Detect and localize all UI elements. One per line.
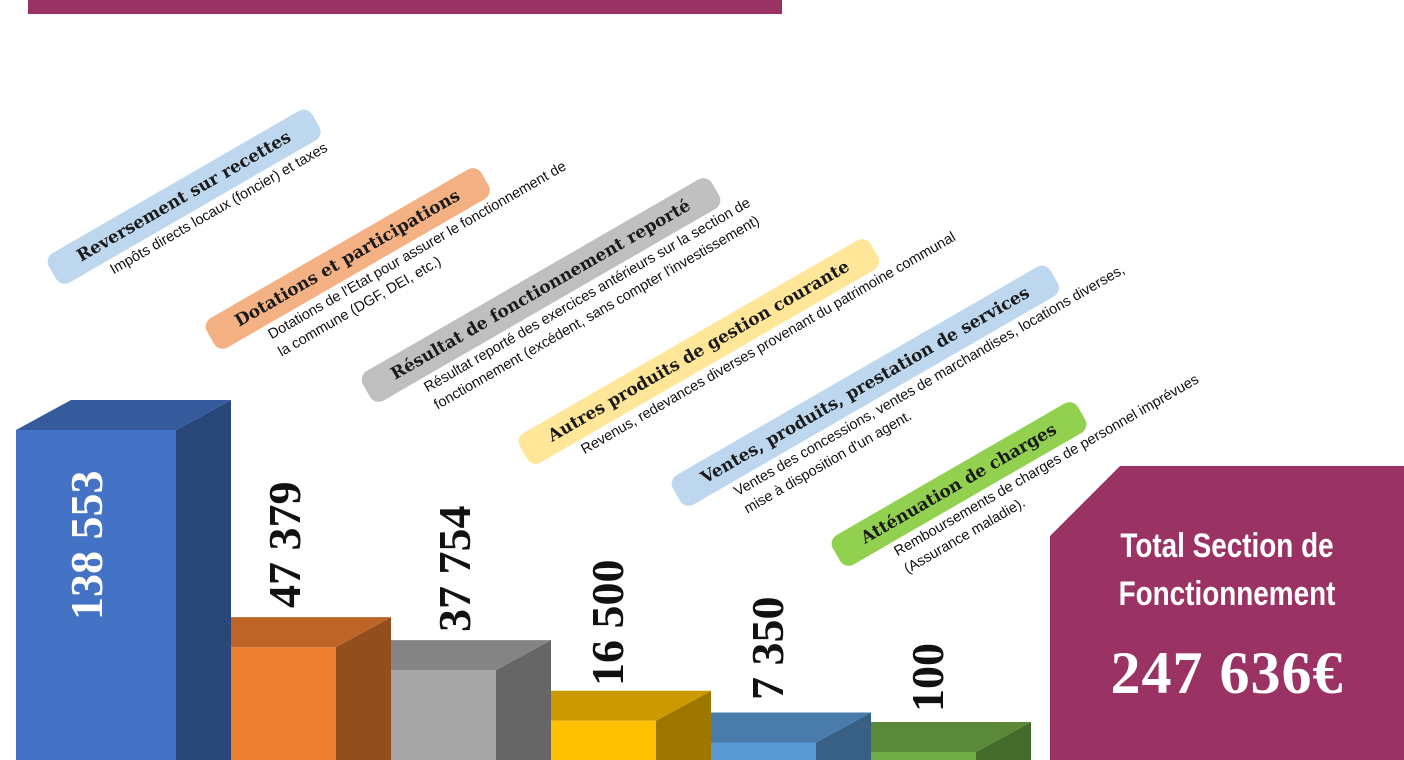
value-label-3: 37 754 (429, 505, 480, 633)
bar-side-5 (816, 712, 871, 760)
total-label: Total Section de Fonctionnement (1082, 522, 1372, 619)
value-label-1: 138 553 (61, 470, 112, 621)
bar-1 (16, 430, 176, 760)
total-box: Total Section de Fonctionnement 247 636€ (1050, 466, 1404, 760)
bar-side-2 (336, 617, 391, 760)
bar-side-4 (656, 690, 711, 760)
bar-side-6 (976, 722, 1031, 760)
value-label-2: 47 379 (259, 481, 310, 609)
bar-side-1 (176, 400, 231, 760)
total-label-line-2: Fonctionnement (1118, 575, 1336, 614)
value-label-4: 16 500 (582, 559, 633, 687)
bar-side-3 (496, 640, 551, 760)
total-label-line-1: Total Section de (1120, 527, 1334, 565)
total-value: 247 636€ (1110, 639, 1344, 706)
header-accent-bar (28, 0, 782, 14)
bar-top-1 (16, 400, 231, 430)
value-label-5: 7 350 (742, 596, 793, 701)
value-label-6: 100 (902, 643, 953, 712)
